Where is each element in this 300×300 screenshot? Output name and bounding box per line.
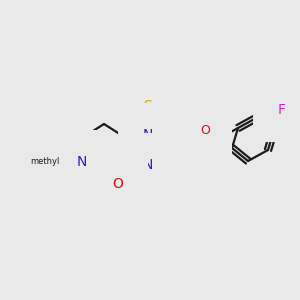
Text: N: N — [143, 128, 153, 142]
Text: S: S — [144, 99, 152, 113]
Text: methyl: methyl — [30, 158, 60, 166]
Text: N: N — [77, 155, 87, 169]
Text: F: F — [278, 103, 286, 117]
Text: H: H — [148, 122, 156, 132]
Text: O: O — [112, 177, 123, 191]
Text: O: O — [200, 124, 210, 136]
Text: N: N — [143, 158, 153, 172]
Text: H: H — [148, 167, 156, 177]
